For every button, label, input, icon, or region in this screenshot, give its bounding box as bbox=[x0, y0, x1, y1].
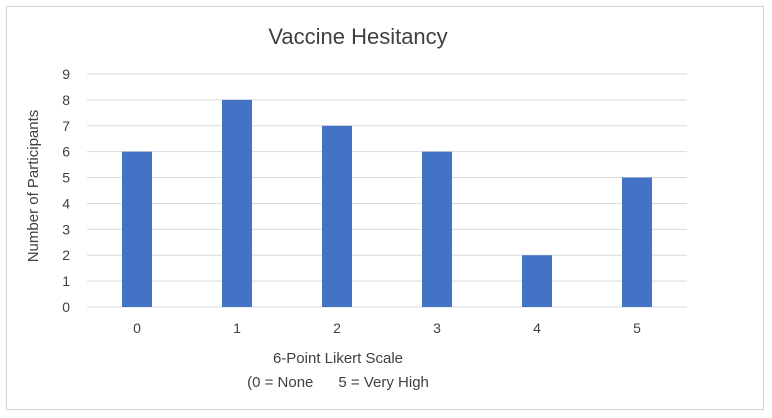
x-tick-label: 3 bbox=[433, 320, 441, 336]
x-tick-label: 0 bbox=[133, 320, 141, 336]
bar-0 bbox=[122, 151, 152, 307]
chart-title: Vaccine Hesitancy bbox=[268, 24, 447, 49]
bar-5 bbox=[622, 177, 652, 307]
y-tick-label: 3 bbox=[62, 221, 70, 237]
y-tick-label: 0 bbox=[62, 299, 70, 315]
y-tick-label: 9 bbox=[62, 66, 70, 82]
x-tick-label: 2 bbox=[333, 320, 341, 336]
y-tick-label: 2 bbox=[62, 247, 70, 263]
y-tick-label: 7 bbox=[62, 118, 70, 134]
bar-4 bbox=[522, 255, 552, 307]
y-axis-tick-labels: 0 1 2 3 4 5 6 7 8 9 bbox=[62, 66, 70, 315]
y-axis-label: Number of Participants bbox=[25, 110, 42, 263]
y-tick-label: 5 bbox=[62, 170, 70, 186]
y-tick-label: 4 bbox=[62, 195, 70, 211]
bar-3 bbox=[422, 151, 452, 307]
gridlines bbox=[87, 73, 687, 308]
bar-2 bbox=[322, 125, 352, 308]
x-axis-tick-labels: 0 1 2 3 4 5 bbox=[133, 320, 641, 336]
x-axis-label-line-1: 6-Point Likert Scale bbox=[273, 350, 403, 367]
x-tick-label: 4 bbox=[533, 320, 541, 336]
x-axis-label-line-2: (0 = None 5 = Very High bbox=[247, 374, 429, 391]
bars bbox=[122, 99, 652, 308]
bar-1 bbox=[222, 99, 252, 307]
y-tick-label: 8 bbox=[62, 92, 70, 108]
y-tick-label: 6 bbox=[62, 144, 70, 160]
x-tick-label: 1 bbox=[233, 320, 241, 336]
y-tick-label: 1 bbox=[62, 273, 70, 289]
x-tick-label: 5 bbox=[633, 320, 641, 336]
